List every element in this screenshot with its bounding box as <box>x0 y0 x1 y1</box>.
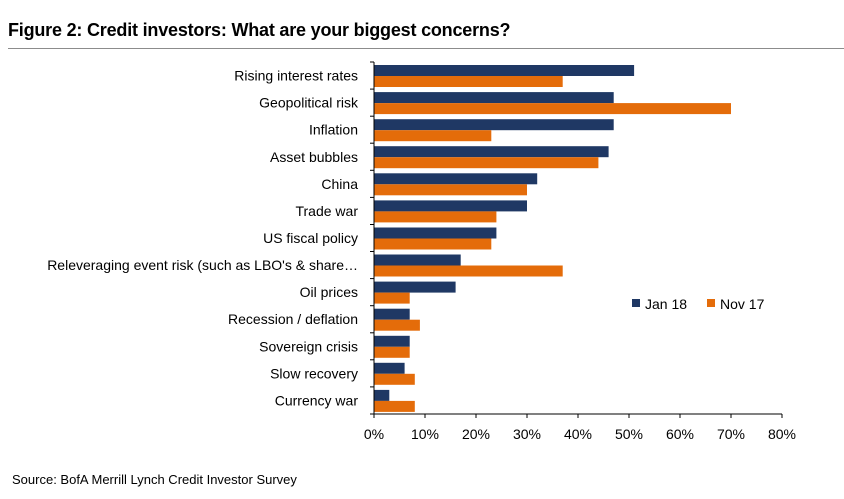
chart-title: Figure 2: Credit investors: What are you… <box>8 20 511 40</box>
legend-label: Nov 17 <box>720 296 765 312</box>
bar-series-1 <box>374 389 390 401</box>
x-tick-label: 20% <box>462 426 490 442</box>
bar-series-2 <box>374 211 497 223</box>
category-label: Geopolitical risk <box>259 95 359 111</box>
bar-series-1 <box>374 92 614 104</box>
bar-series-2 <box>374 400 415 412</box>
x-tick-label: 40% <box>564 426 592 442</box>
category-label: Inflation <box>309 122 358 138</box>
bar-series-2 <box>374 238 492 250</box>
bar-series-2 <box>374 292 410 304</box>
bar-series-2 <box>374 103 731 115</box>
bar-series-1 <box>374 146 609 158</box>
bar-series-1 <box>374 119 614 131</box>
bar-series-1 <box>374 65 635 76</box>
legend-swatch <box>707 299 715 307</box>
x-tick-label: 0% <box>364 426 384 442</box>
bar-series-1 <box>374 173 538 185</box>
bar-series-2 <box>374 346 410 358</box>
category-label: Asset bubbles <box>270 149 358 165</box>
x-tick-label: 10% <box>411 426 439 442</box>
category-label: Slow recovery <box>270 365 358 381</box>
x-tick-label: 70% <box>717 426 745 442</box>
bar-series-2 <box>374 130 492 142</box>
x-tick-label: 30% <box>513 426 541 442</box>
category-label: US fiscal policy <box>263 230 358 246</box>
category-label: Rising interest rates <box>234 68 358 84</box>
category-label: Sovereign crisis <box>259 338 358 354</box>
category-label: Trade war <box>295 203 358 219</box>
legend-label: Jan 18 <box>645 296 687 312</box>
bar-series-2 <box>374 319 420 331</box>
bar-series-1 <box>374 254 461 266</box>
category-label: China <box>321 176 358 192</box>
bar-series-1 <box>374 281 456 293</box>
category-label: Recession / deflation <box>228 311 358 327</box>
bar-series-2 <box>374 76 563 87</box>
bar-series-1 <box>374 335 410 347</box>
x-tick-label: 50% <box>615 426 643 442</box>
category-label: Oil prices <box>300 284 358 300</box>
bar-series-1 <box>374 308 410 320</box>
source-note: Source: BofA Merrill Lynch Credit Invest… <box>12 472 297 487</box>
x-tick-label: 60% <box>666 426 694 442</box>
title-divider <box>8 48 844 49</box>
bar-series-1 <box>374 362 405 374</box>
bar-series-2 <box>374 373 415 385</box>
bar-series-2 <box>374 157 599 169</box>
bar-series-1 <box>374 227 497 239</box>
category-label: Currency war <box>275 393 359 409</box>
category-label: Releveraging event risk (such as LBO's &… <box>47 257 358 273</box>
bar-series-1 <box>374 200 527 212</box>
bar-series-2 <box>374 184 527 196</box>
bar-series-2 <box>374 265 563 277</box>
x-tick-label: 80% <box>768 426 796 442</box>
legend-swatch <box>632 299 640 307</box>
